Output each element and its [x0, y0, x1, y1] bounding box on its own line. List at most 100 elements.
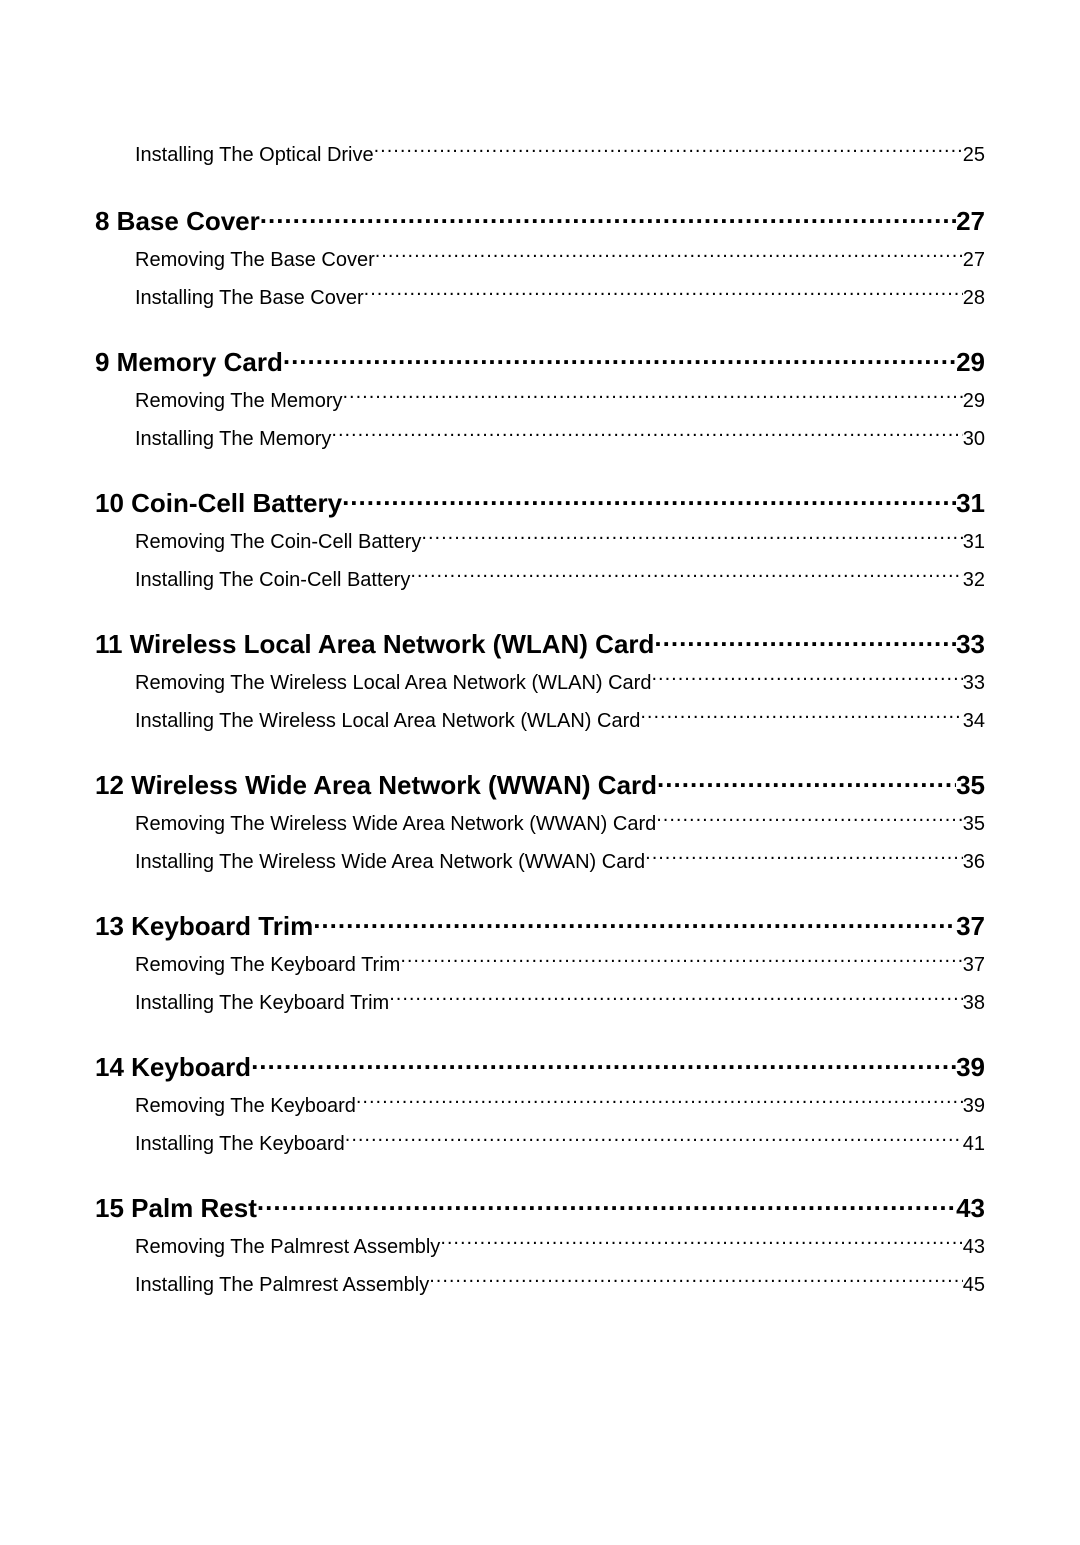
toc-entry-label: Removing The Keyboard Trim [135, 950, 400, 980]
toc-leader [374, 141, 963, 161]
toc-sub-entry[interactable]: Removing The Wireless Wide Area Network … [95, 809, 985, 839]
toc-entry-page: 31 [956, 488, 985, 519]
toc-sub-entry[interactable]: Installing The Base Cover 28 [95, 283, 985, 313]
toc-sub-entry[interactable]: Installing The Keyboard Trim 38 [95, 988, 985, 1018]
toc-entry-page: 39 [963, 1091, 985, 1121]
toc-chapter-entry[interactable]: 8 Base Cover 27 [95, 204, 985, 237]
toc-leader [645, 848, 963, 868]
toc-entry-page: 41 [963, 1129, 985, 1159]
toc-section: 9 Memory Card 29 Removing The Memory 29 Inst… [95, 345, 985, 454]
toc-sub-entry[interactable]: Removing The Memory 29 [95, 386, 985, 416]
toc-leader [651, 669, 962, 689]
toc-sub-entry[interactable]: Removing The Coin-Cell Battery 31 [95, 527, 985, 557]
toc-entry-page: 43 [956, 1193, 985, 1224]
toc-entry-page: 45 [963, 1270, 985, 1300]
toc-entry-label: Removing The Wireless Local Area Network… [135, 668, 651, 698]
toc-entry-page: 32 [963, 565, 985, 595]
toc-entry-page: 31 [963, 527, 985, 557]
toc-entry-page: 29 [963, 386, 985, 416]
toc-section: 15 Palm Rest43Removing The Palmrest Asse… [95, 1191, 985, 1300]
toc-sub-entry[interactable]: Removing The Base Cover 27 [95, 245, 985, 275]
toc-entry-page: 29 [956, 347, 985, 378]
toc-entry-label: Installing The Keyboard Trim [135, 988, 389, 1018]
toc-leader [654, 627, 956, 653]
toc-sub-entry[interactable]: Installing The Keyboard 41 [95, 1129, 985, 1159]
toc-leader [331, 425, 962, 445]
toc-sub-entry[interactable]: Removing The Palmrest Assembly43 [95, 1232, 985, 1262]
toc-entry-page: 34 [963, 706, 985, 736]
toc-entry-label: Removing The Base Cover [135, 245, 375, 275]
toc-entry-label: Installing The Optical Drive [135, 140, 374, 170]
toc-entry-label: 8 Base Cover [95, 206, 260, 237]
toc-section: 10 Coin-Cell Battery31Removing The Coin-… [95, 486, 985, 595]
toc-chapter-entry[interactable]: 14 Keyboard 39 [95, 1050, 985, 1083]
toc-entry-label: Installing The Palmrest Assembly [135, 1270, 429, 1300]
toc-entry-label: Removing The Wireless Wide Area Network … [135, 809, 656, 839]
toc-entry-label: 12 Wireless Wide Area Network (WWAN) Car… [95, 770, 657, 801]
toc-entry-label: Removing The Memory [135, 386, 342, 416]
toc-section: 8 Base Cover 27 Removing The Base Cover 27 I… [95, 204, 985, 313]
toc-section: 12 Wireless Wide Area Network (WWAN) Car… [95, 768, 985, 877]
toc-entry-label: 10 Coin-Cell Battery [95, 488, 342, 519]
toc-entry-label: Installing The Base Cover [135, 283, 364, 313]
toc-entry-label: Removing The Keyboard [135, 1091, 356, 1121]
toc-chapter-entry[interactable]: 13 Keyboard Trim37 [95, 909, 985, 942]
toc-sub-entry[interactable]: Installing The Coin-Cell Battery 32 [95, 565, 985, 595]
toc-leader [400, 951, 962, 971]
toc-entry-label: 9 Memory Card [95, 347, 283, 378]
toc-entry-label: Installing The Memory [135, 424, 331, 454]
toc-entry-page: 38 [963, 988, 985, 1018]
toc-sub-entry[interactable]: Installing The Wireless Wide Area Networ… [95, 847, 985, 877]
toc-entry-label: 15 Palm Rest [95, 1193, 257, 1224]
toc-chapter-entry[interactable]: 10 Coin-Cell Battery 31 [95, 486, 985, 519]
toc-section: 11 Wireless Local Area Network (WLAN) Ca… [95, 627, 985, 736]
toc-entry-page: 37 [963, 950, 985, 980]
table-of-contents: Installing The Optical Drive 25 8 Base C… [95, 140, 985, 1300]
toc-entry-label: 14 Keyboard [95, 1052, 251, 1083]
toc-sub-entry[interactable]: Installing The Memory 30 [95, 424, 985, 454]
toc-sub-entry[interactable]: Installing The Optical Drive 25 [95, 140, 985, 170]
toc-leader [260, 204, 956, 230]
toc-leader [410, 566, 962, 586]
toc-chapter-entry[interactable]: 12 Wireless Wide Area Network (WWAN) Car… [95, 768, 985, 801]
toc-entry-label: Installing The Wireless Wide Area Networ… [135, 847, 645, 877]
toc-sub-entry[interactable]: Removing The Wireless Local Area Network… [95, 668, 985, 698]
toc-entry-page: 36 [963, 847, 985, 877]
toc-leader [429, 1271, 963, 1291]
toc-leader [283, 345, 956, 371]
toc-leader [375, 246, 963, 266]
toc-entry-page: 39 [956, 1052, 985, 1083]
toc-sub-entry[interactable]: Removing The Keyboard 39 [95, 1091, 985, 1121]
toc-entry-page: 43 [963, 1232, 985, 1262]
toc-leader [342, 387, 962, 407]
toc-sub-entry[interactable]: Installing The Palmrest Assembly 45 [95, 1270, 985, 1300]
toc-entry-label: 11 Wireless Local Area Network (WLAN) Ca… [95, 629, 654, 660]
toc-leader [342, 486, 956, 512]
toc-leader [389, 989, 963, 1009]
toc-chapter-entry[interactable]: 9 Memory Card 29 [95, 345, 985, 378]
toc-leader [356, 1092, 963, 1112]
toc-sub-entry[interactable]: Removing The Keyboard Trim 37 [95, 950, 985, 980]
toc-leader [421, 528, 962, 548]
toc-chapter-entry[interactable]: 11 Wireless Local Area Network (WLAN) Ca… [95, 627, 985, 660]
toc-entry-page: 25 [963, 140, 985, 170]
toc-leader [640, 707, 962, 727]
toc-leader [657, 768, 956, 794]
toc-leader [440, 1233, 962, 1253]
toc-entry-label: Removing The Coin-Cell Battery [135, 527, 421, 557]
toc-leader [251, 1050, 956, 1076]
toc-entry-page: 33 [956, 629, 985, 660]
toc-chapter-entry[interactable]: 15 Palm Rest 43 [95, 1191, 985, 1224]
toc-entry-page: 37 [956, 911, 985, 942]
toc-leader [257, 1191, 956, 1217]
toc-entry-page: 27 [956, 206, 985, 237]
toc-sub-entry[interactable]: Installing The Wireless Local Area Netwo… [95, 706, 985, 736]
toc-entry-label: Installing The Coin-Cell Battery [135, 565, 410, 595]
toc-entry-label: Installing The Keyboard [135, 1129, 345, 1159]
toc-entry-label: Installing The Wireless Local Area Netwo… [135, 706, 640, 736]
toc-entry-page: 28 [963, 283, 985, 313]
toc-entry-page: 30 [963, 424, 985, 454]
toc-entry-page: 27 [963, 245, 985, 275]
toc-section: 14 Keyboard 39 Removing The Keyboard 39 Inst… [95, 1050, 985, 1159]
toc-entry-page: 35 [956, 770, 985, 801]
